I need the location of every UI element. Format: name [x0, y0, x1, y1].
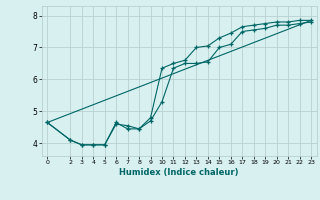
X-axis label: Humidex (Indice chaleur): Humidex (Indice chaleur) — [119, 168, 239, 177]
